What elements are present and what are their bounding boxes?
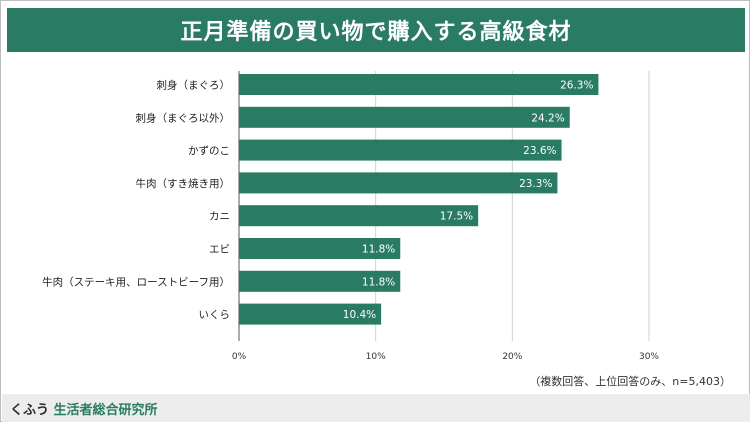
data-label: 24.2% bbox=[531, 112, 564, 124]
bar bbox=[239, 303, 382, 325]
data-label: 23.6% bbox=[523, 145, 556, 157]
brand-kana: くふう bbox=[10, 403, 50, 418]
chart-title: 正月準備の買い物で購入する高級食材 bbox=[7, 8, 745, 52]
data-label: 23.3% bbox=[519, 178, 552, 190]
x-tick-label: 30% bbox=[639, 352, 659, 362]
category-label: いくら bbox=[199, 309, 231, 321]
data-label: 26.3% bbox=[560, 80, 593, 92]
data-label: 17.5% bbox=[440, 211, 473, 223]
bar-chart: 0% 10% 20% 30% 刺身（まぐろ） 26.3% 刺身（まぐろ以外） 24.2% かずの… bbox=[42, 71, 659, 362]
brand-logo: くふう 生活者総合研究所 bbox=[10, 399, 158, 418]
x-tick-label: 20% bbox=[502, 352, 522, 362]
category-label: エビ bbox=[209, 244, 230, 256]
x-tick-label: 0% bbox=[232, 352, 247, 362]
category-label: 牛肉（ステーキ用、ローストビーフ用） bbox=[42, 275, 230, 288]
data-label: 10.4% bbox=[343, 309, 376, 321]
survey-note: （複数回答、上位回答のみ、n=5,403） bbox=[529, 375, 731, 388]
category-label: 刺身（まぐろ以外） bbox=[136, 111, 231, 124]
bar bbox=[239, 205, 479, 227]
bar bbox=[239, 139, 562, 161]
footer: くふう 生活者総合研究所 bbox=[2, 394, 750, 422]
x-tick-label: 10% bbox=[366, 352, 386, 362]
bar bbox=[239, 74, 599, 95]
bar bbox=[239, 270, 401, 292]
category-label: 牛肉（すき焼き用） bbox=[136, 177, 231, 190]
category-label: カニ bbox=[209, 211, 230, 223]
data-label: 11.8% bbox=[362, 244, 395, 256]
bar bbox=[239, 106, 570, 128]
category-label: かずのこ bbox=[188, 145, 230, 157]
bar bbox=[239, 172, 558, 194]
category-label: 刺身（まぐろ） bbox=[157, 79, 231, 92]
data-label: 11.8% bbox=[362, 276, 395, 288]
bar bbox=[239, 238, 401, 259]
brand-name: 生活者総合研究所 bbox=[53, 403, 158, 418]
